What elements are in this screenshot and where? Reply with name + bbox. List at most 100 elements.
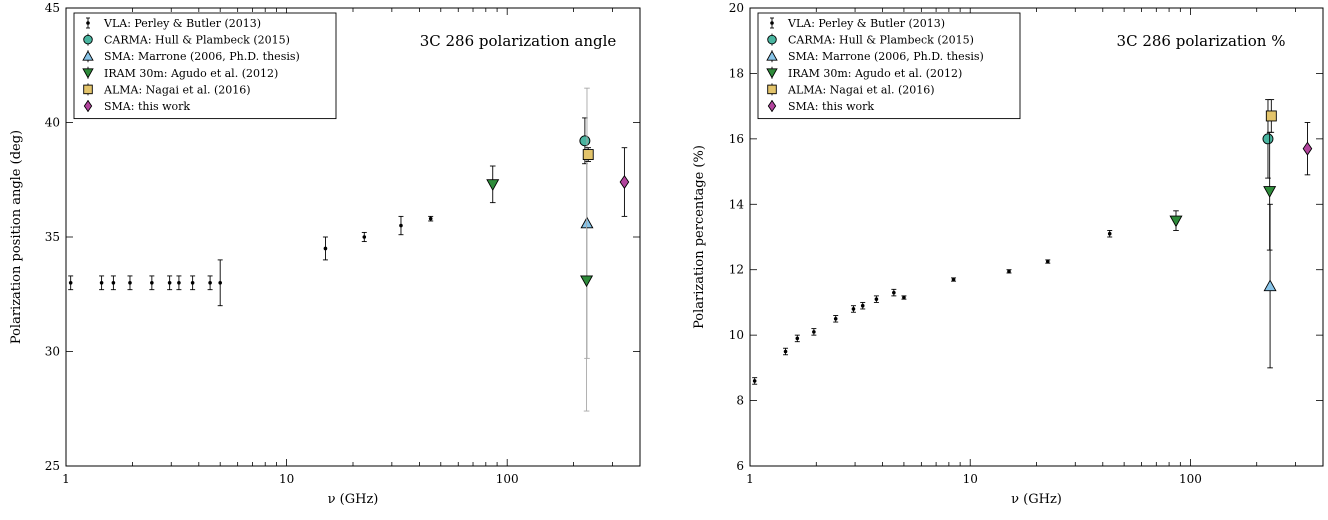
data-point	[812, 330, 816, 334]
series-5	[582, 147, 594, 162]
series-6	[619, 147, 630, 217]
data-point	[860, 303, 865, 308]
legend-marker	[767, 34, 777, 45]
legend-box	[73, 12, 337, 120]
legend-entry: SMA: Marrone (2006, Ph.D. thesis)	[104, 50, 300, 63]
legend-marker	[767, 99, 777, 113]
y-axis-ticks	[66, 7, 640, 467]
series-4	[486, 149, 594, 412]
y-axis-label: Polarization percentage (%)	[692, 145, 707, 329]
data-point	[1302, 141, 1313, 156]
legend-marker	[767, 84, 777, 95]
data-point	[68, 281, 73, 285]
legend-box	[757, 12, 1021, 120]
x-axis-label: ν (GHz)	[328, 492, 379, 507]
legend-entry: VLA: Perley & Butler (2013)	[103, 17, 261, 30]
data-point	[902, 295, 906, 300]
data-point	[582, 149, 594, 161]
legend-marker	[83, 99, 93, 113]
y-tick-label: 12	[729, 263, 744, 277]
legend-marker	[83, 34, 93, 45]
data-point	[190, 281, 195, 285]
series-1	[752, 230, 1113, 385]
data-point	[783, 349, 788, 354]
y-tick-label: 45	[45, 1, 60, 15]
data-point	[150, 281, 154, 285]
legend-marker	[86, 21, 90, 25]
data-point	[892, 290, 896, 295]
chart-title: 3C 286 polarization %	[1117, 32, 1286, 50]
legend-entry: CARMA: Hull & Plambeck (2015)	[788, 34, 974, 47]
data-point	[486, 179, 500, 192]
data-point	[795, 336, 800, 341]
legend-marker	[770, 21, 774, 25]
series-1	[68, 215, 434, 307]
x-axis-label: ν (GHz)	[1011, 492, 1062, 507]
data-point	[851, 307, 856, 311]
legend-entry: VLA: Perley & Butler (2013)	[787, 17, 945, 30]
legend-entry: IRAM 30m: Agudo et al. (2012)	[788, 67, 962, 80]
data-point	[874, 297, 879, 301]
legend-entry: SMA: this work	[104, 100, 190, 113]
x-tick-label: 1	[746, 472, 754, 486]
x-tick-label: 1	[62, 472, 70, 486]
y-tick-label: 16	[729, 132, 744, 146]
x-axis-ticks	[749, 8, 1324, 466]
data-point	[951, 277, 956, 282]
y-tick-label: 8	[736, 394, 744, 408]
x-tick-label: 100	[1179, 472, 1202, 486]
legend-marker	[766, 50, 778, 61]
legend: VLA: Perley & Butler (2013) CARMA: Hull &…	[73, 12, 337, 120]
y-tick-label: 40	[45, 116, 60, 130]
data-point	[428, 216, 433, 221]
y-tick-label: 20	[729, 1, 744, 15]
legend-marker	[766, 68, 778, 79]
series-6	[1302, 122, 1313, 176]
data-point	[833, 316, 838, 321]
data-point	[580, 275, 594, 288]
data-point	[362, 235, 367, 239]
data-point	[111, 281, 116, 285]
legend-entry: CARMA: Hull & Plambeck (2015)	[104, 34, 290, 47]
y-axis-label: Polarization position angle (deg)	[9, 130, 24, 344]
data-point	[323, 246, 328, 251]
x-axis-ticks	[65, 8, 641, 466]
x-tick-label: 100	[496, 472, 519, 486]
x-tick-label: 10	[279, 472, 294, 486]
data-point	[1107, 231, 1112, 236]
legend-entry: SMA: this work	[788, 100, 874, 113]
series-5	[1265, 99, 1277, 133]
legend-marker	[83, 84, 93, 95]
legend-entry: IRAM 30m: Agudo et al. (2012)	[104, 67, 278, 80]
legend-entry: SMA: Marrone (2006, Ph.D. thesis)	[788, 50, 984, 63]
y-tick-label: 10	[729, 328, 744, 342]
data-point	[1007, 269, 1011, 274]
data-point	[167, 281, 172, 285]
data-point	[579, 135, 591, 147]
y-axis-ticks	[750, 7, 1323, 467]
chart-panel-1: 1 10 100 25 30 35 40 45 ν (GHz) Polarization posi…	[9, 1, 641, 507]
data-point	[99, 281, 104, 285]
data-point	[128, 281, 132, 285]
legend-marker	[82, 68, 94, 79]
data-point	[1169, 215, 1183, 228]
legend-entry: ALMA: Nagai et al. (2016)	[103, 83, 251, 96]
data-point	[1045, 259, 1050, 264]
data-point	[1262, 133, 1274, 145]
data-point	[399, 223, 403, 228]
legend-entry: ALMA: Nagai et al. (2016)	[787, 83, 935, 96]
y-tick-label: 30	[45, 345, 60, 359]
y-tick-label: 6	[736, 459, 744, 473]
y-tick-label: 14	[729, 197, 745, 211]
data-point	[208, 281, 212, 285]
data-point	[1265, 110, 1277, 122]
chart-title: 3C 286 polarization angle	[420, 32, 617, 50]
data-point	[752, 379, 757, 383]
data-point	[218, 281, 222, 285]
data-point	[1263, 279, 1277, 292]
legend: VLA: Perley & Butler (2013) CARMA: Hull &…	[757, 12, 1021, 120]
series-4	[1169, 131, 1277, 251]
chart-panel-2: 1 10 100 6 8 10 12 14 16 18 20 ν (GHz) Polarization …	[692, 1, 1324, 507]
